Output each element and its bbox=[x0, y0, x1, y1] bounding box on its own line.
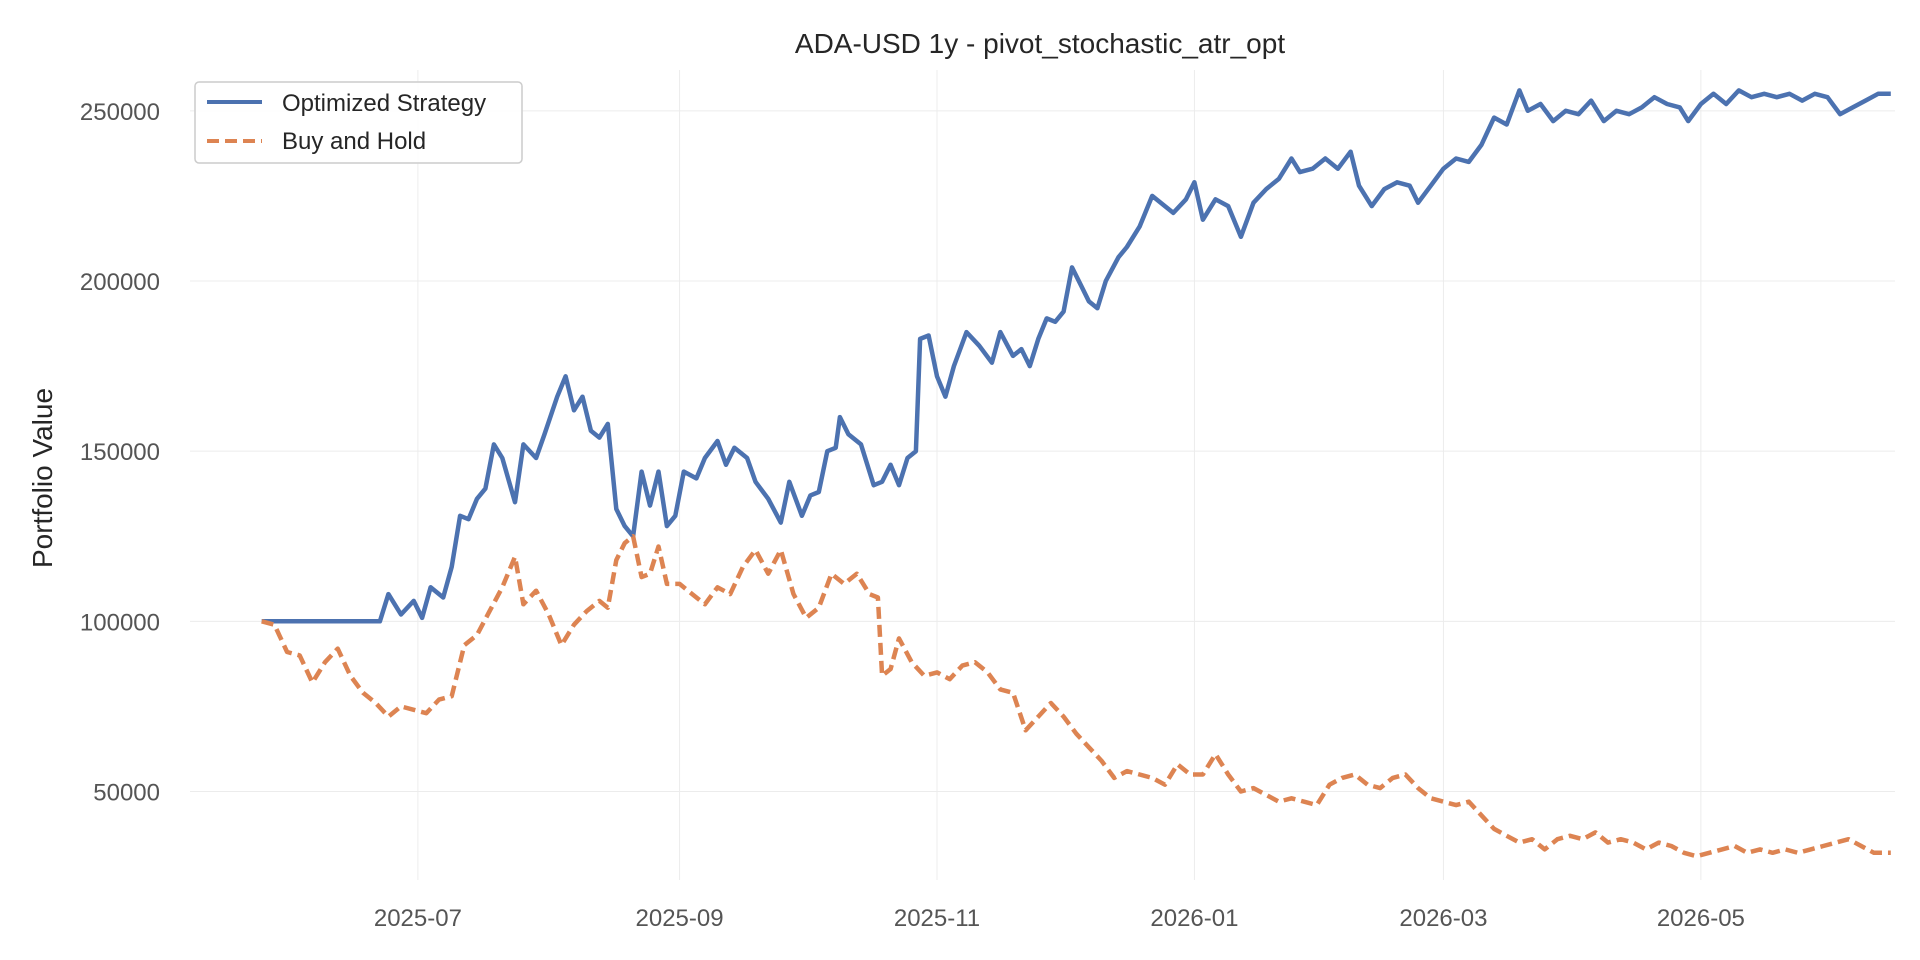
y-tick-label: 50000 bbox=[93, 780, 160, 807]
axes: 50000 100000 150000 200000 250000 2025-07 2025… bbox=[80, 99, 1745, 932]
x-tick-label: 2026-01 bbox=[1150, 905, 1238, 932]
y-tick-label: 200000 bbox=[80, 269, 160, 296]
legend-label-buy-and-hold: Buy and Hold bbox=[282, 128, 426, 155]
x-tick-label: 2026-03 bbox=[1399, 905, 1487, 932]
x-tick-label: 2025-11 bbox=[894, 905, 980, 932]
x-tick-label: 2025-09 bbox=[636, 905, 724, 932]
grid bbox=[190, 70, 1895, 880]
x-tick-label: 2026-05 bbox=[1657, 905, 1745, 932]
y-axis-label: Portfolio Value bbox=[27, 388, 58, 568]
chart-title: ADA-USD 1y - pivot_stochastic_atr_opt bbox=[795, 28, 1285, 59]
series-lines bbox=[261, 88, 1891, 859]
y-tick-label: 250000 bbox=[80, 99, 160, 126]
y-tick-label: 150000 bbox=[80, 439, 160, 466]
series-line-buy-and-hold bbox=[261, 534, 1891, 859]
x-tick-label: 2025-07 bbox=[374, 905, 462, 932]
series-line-optimized-strategy bbox=[261, 88, 1891, 624]
legend-label-optimized-strategy: Optimized Strategy bbox=[282, 90, 486, 117]
legend-box bbox=[194, 81, 523, 164]
legend: Optimized Strategy Buy and Hold bbox=[194, 81, 523, 164]
y-tick-label: 100000 bbox=[80, 609, 160, 636]
